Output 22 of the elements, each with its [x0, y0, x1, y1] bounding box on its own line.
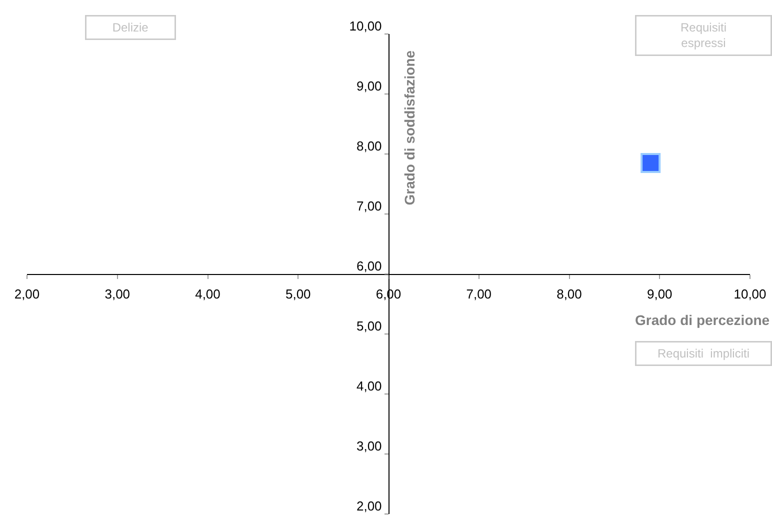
y-tick-label: 10,00 [349, 18, 382, 34]
x-tick-label: 8,00 [556, 286, 582, 302]
y-tick-label: 7,00 [356, 198, 382, 214]
x-tick-label: 10,00 [734, 286, 766, 302]
x-tick-label: 3,00 [104, 286, 130, 302]
x-tick-label: 9,00 [646, 286, 672, 302]
y-tick-label: 8,00 [356, 138, 382, 154]
annotation: Requisiti impliciti [657, 346, 750, 360]
x-tick-label: 2,00 [14, 286, 40, 302]
y-tick-label: 4,00 [356, 378, 382, 394]
y-axis-title: Grado di soddisfazione [401, 50, 418, 206]
y-tick-label: 3,00 [356, 438, 382, 454]
x-tick-label: 4,00 [195, 286, 220, 302]
y-tick-label: 6,00 [356, 258, 382, 274]
x-tick-label: 5,00 [285, 286, 311, 302]
x-tick-label: 7,00 [466, 286, 492, 302]
y-tick-label: 2,00 [356, 498, 382, 514]
y-tick-label: 5,00 [356, 318, 382, 334]
x-axis-title: Grado di percezione [635, 312, 770, 328]
y-tick-label: 9,00 [356, 78, 382, 94]
annotation: Requisiti espressi [680, 20, 727, 50]
annotation: Delizie [112, 20, 149, 34]
